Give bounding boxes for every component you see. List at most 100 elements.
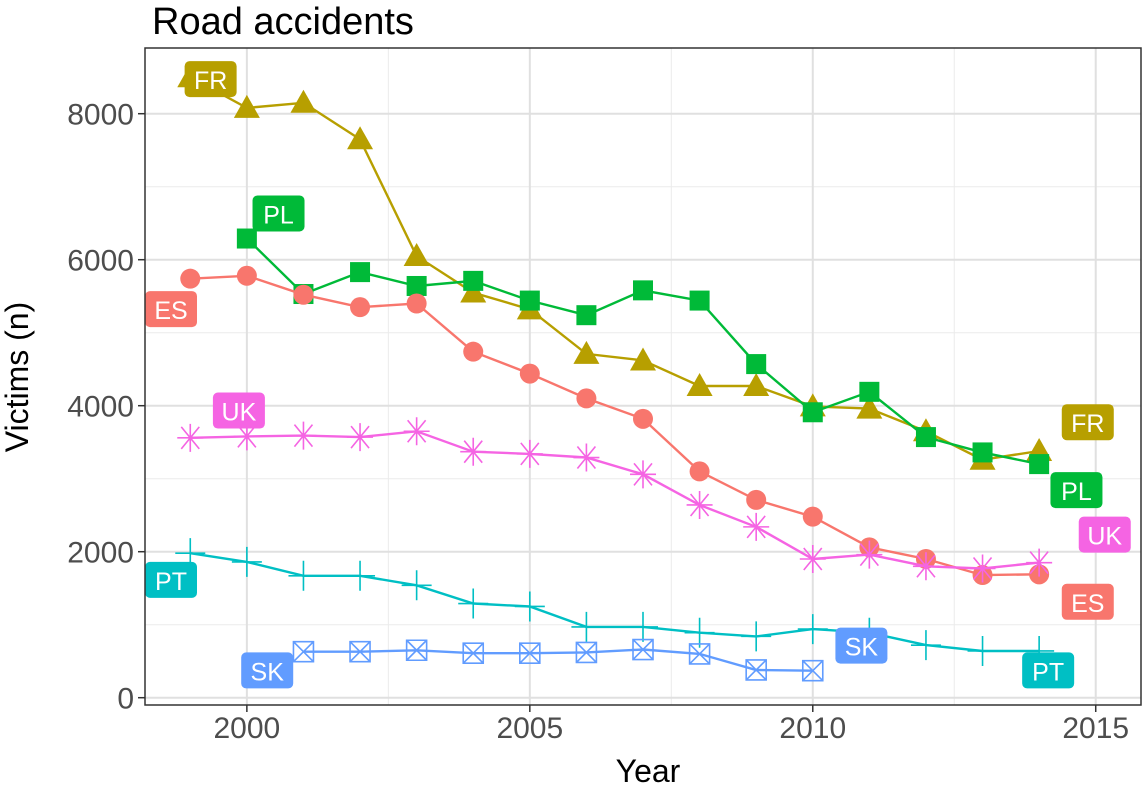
data-point-pt xyxy=(967,635,998,666)
data-point-sk xyxy=(519,642,541,664)
series-label-box-uk xyxy=(212,392,265,429)
data-point-uk xyxy=(630,460,656,489)
data-point-es xyxy=(236,265,257,286)
data-point-pt xyxy=(401,570,432,601)
data-point-es xyxy=(802,506,823,527)
series-label-box-fr xyxy=(1061,404,1114,441)
data-point-sk xyxy=(632,638,654,661)
data-point-pl xyxy=(915,427,936,448)
data-point-pt xyxy=(910,630,941,661)
data-point-pt xyxy=(288,560,319,591)
series-line-es xyxy=(190,274,1040,577)
series-labels: FR FR PL PL ES ES UK UK PT PT SK SK xyxy=(145,61,1131,689)
x-tick-label: 2015 xyxy=(1062,712,1129,745)
data-point-es xyxy=(576,388,597,409)
series-label-sk: SK xyxy=(835,627,888,664)
data-point-pt xyxy=(345,560,376,591)
data-point-sk xyxy=(575,641,598,664)
data-point-uk xyxy=(403,417,430,446)
series-label-text-sk: SK xyxy=(251,658,285,686)
series-line-fr xyxy=(189,76,1040,461)
data-point-pt xyxy=(514,591,545,622)
data-point-pl xyxy=(689,290,710,311)
data-point-fr xyxy=(856,395,883,419)
y-axis-label: Victims (n) xyxy=(0,302,35,453)
data-point-es xyxy=(746,489,767,510)
data-point-pl xyxy=(859,381,880,402)
data-point-fr xyxy=(233,94,260,118)
data-point-uk xyxy=(233,422,260,451)
series-label-box-uk xyxy=(1078,516,1131,553)
data-point-uk xyxy=(799,545,826,573)
data-point-uk xyxy=(856,540,883,569)
series-label-uk: UK xyxy=(1078,516,1131,553)
data-point-sk xyxy=(462,642,485,664)
data-point-pl xyxy=(236,228,257,249)
x-tick-label: 2005 xyxy=(496,712,563,745)
series-label-box-fr xyxy=(184,61,237,98)
data-point-pt xyxy=(458,588,489,619)
data-point-pt xyxy=(231,546,262,577)
series-uk xyxy=(177,417,1053,583)
series-sk xyxy=(292,638,824,682)
chart-title: Road accidents xyxy=(152,1,414,43)
grid-lines xyxy=(145,48,1141,705)
series-label-pl: PL xyxy=(252,195,305,232)
y-tick-label: 0 xyxy=(117,683,134,716)
series-pl xyxy=(236,228,1050,475)
data-point-fr xyxy=(460,279,487,303)
data-point-uk xyxy=(460,437,487,466)
series-label-box-es xyxy=(1061,583,1114,620)
data-point-es xyxy=(180,268,201,289)
series-label-text-es: ES xyxy=(154,297,187,325)
y-tick-label: 8000 xyxy=(67,99,134,132)
series-line-sk xyxy=(303,648,813,672)
data-point-uk xyxy=(969,554,996,583)
data-point-fr xyxy=(347,126,374,150)
y-tick-label: 2000 xyxy=(67,537,134,570)
data-point-pl xyxy=(972,442,993,463)
series-line-uk xyxy=(190,430,1040,570)
data-point-sk xyxy=(292,640,315,663)
series-label-text-pl: PL xyxy=(1061,478,1092,506)
y-tick-label: 4000 xyxy=(67,391,134,424)
data-point-uk xyxy=(743,512,770,541)
series-label-es: ES xyxy=(1061,583,1114,620)
data-point-pl xyxy=(350,262,371,283)
series-label-uk: UK xyxy=(212,392,265,429)
data-point-es xyxy=(519,363,540,384)
series-line-pt xyxy=(190,552,1040,653)
data-point-uk xyxy=(573,443,600,472)
plot-border xyxy=(144,47,1142,706)
series-label-sk: SK xyxy=(241,652,294,689)
data-point-pl xyxy=(576,305,597,326)
series-label-box-sk xyxy=(241,652,294,689)
data-point-fr xyxy=(743,372,770,396)
data-point-pt xyxy=(797,614,828,645)
series-label-es: ES xyxy=(145,291,197,328)
data-point-uk xyxy=(1026,548,1053,577)
data-point-es xyxy=(463,341,484,362)
data-point-sk xyxy=(405,639,428,662)
x-axis-label: Year xyxy=(616,753,681,785)
data-point-es xyxy=(350,297,371,318)
data-point-pl xyxy=(406,275,427,296)
series-label-fr: FR xyxy=(184,61,237,98)
series-label-fr: FR xyxy=(1061,404,1114,441)
data-point-fr xyxy=(573,340,600,364)
series-label-pt: PT xyxy=(1022,652,1075,689)
series-label-text-pt: PT xyxy=(1032,658,1064,686)
data-point-pl xyxy=(1029,454,1050,475)
plot-panel xyxy=(145,48,1141,705)
data-point-pl xyxy=(802,402,823,423)
data-point-uk xyxy=(347,423,374,452)
series-layer xyxy=(175,64,1055,682)
series-label-box-es xyxy=(145,291,197,328)
series-label-box-pt xyxy=(145,561,197,598)
data-point-es xyxy=(633,408,653,429)
data-point-uk xyxy=(516,439,543,468)
series-label-text-uk: UK xyxy=(1087,523,1122,551)
data-point-sk xyxy=(801,659,824,682)
data-point-fr xyxy=(630,347,656,371)
